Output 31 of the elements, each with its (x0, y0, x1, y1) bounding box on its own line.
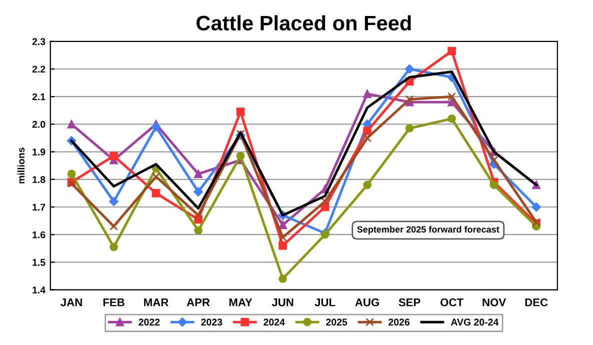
legend-label: AVG 20-24 (450, 318, 499, 326)
legend-label: 2026 (388, 318, 410, 326)
legend-label: 2024 (264, 318, 285, 326)
x-tick-label: JAN (60, 298, 82, 306)
y-tick-label: 1.9 (32, 148, 46, 156)
y-tick-label: 2.3 (32, 38, 46, 46)
y-tick-label: 1.5 (32, 259, 46, 266)
x-tick-label: MAR (144, 298, 168, 306)
legend-label: 2022 (138, 318, 160, 326)
x-tick-label: MAY (229, 298, 252, 306)
x-tick-label: OCT (440, 298, 464, 306)
x-tick-label: JUL (314, 298, 336, 306)
y-axis-title: millions (17, 148, 25, 184)
annotation: September 2025 forward forecast (357, 226, 500, 234)
x-tick-label: SEP (398, 298, 420, 306)
x-tick-label: APR (186, 298, 210, 306)
y-tick-label: 1.6 (32, 231, 46, 238)
x-tick-label: AUG (355, 298, 379, 306)
chart-title: Cattle Placed on Feed (196, 15, 411, 30)
y-tick-label: 1.4 (32, 286, 46, 294)
y-tick-label: 1.7 (32, 204, 46, 211)
x-tick-label: NOV (482, 298, 506, 306)
y-tick-label: 2.1 (32, 93, 46, 100)
y-tick-label: 1.8 (32, 176, 46, 184)
x-tick-label: JUN (272, 298, 294, 306)
x-tick-label: DEC (525, 298, 548, 306)
legend-label: 2025 (326, 318, 348, 326)
legend-label: 2023 (201, 318, 222, 326)
y-tick-label: 2.0 (32, 120, 46, 128)
x-tick-label: FEB (103, 298, 124, 306)
y-tick-label: 2.2 (32, 66, 46, 73)
